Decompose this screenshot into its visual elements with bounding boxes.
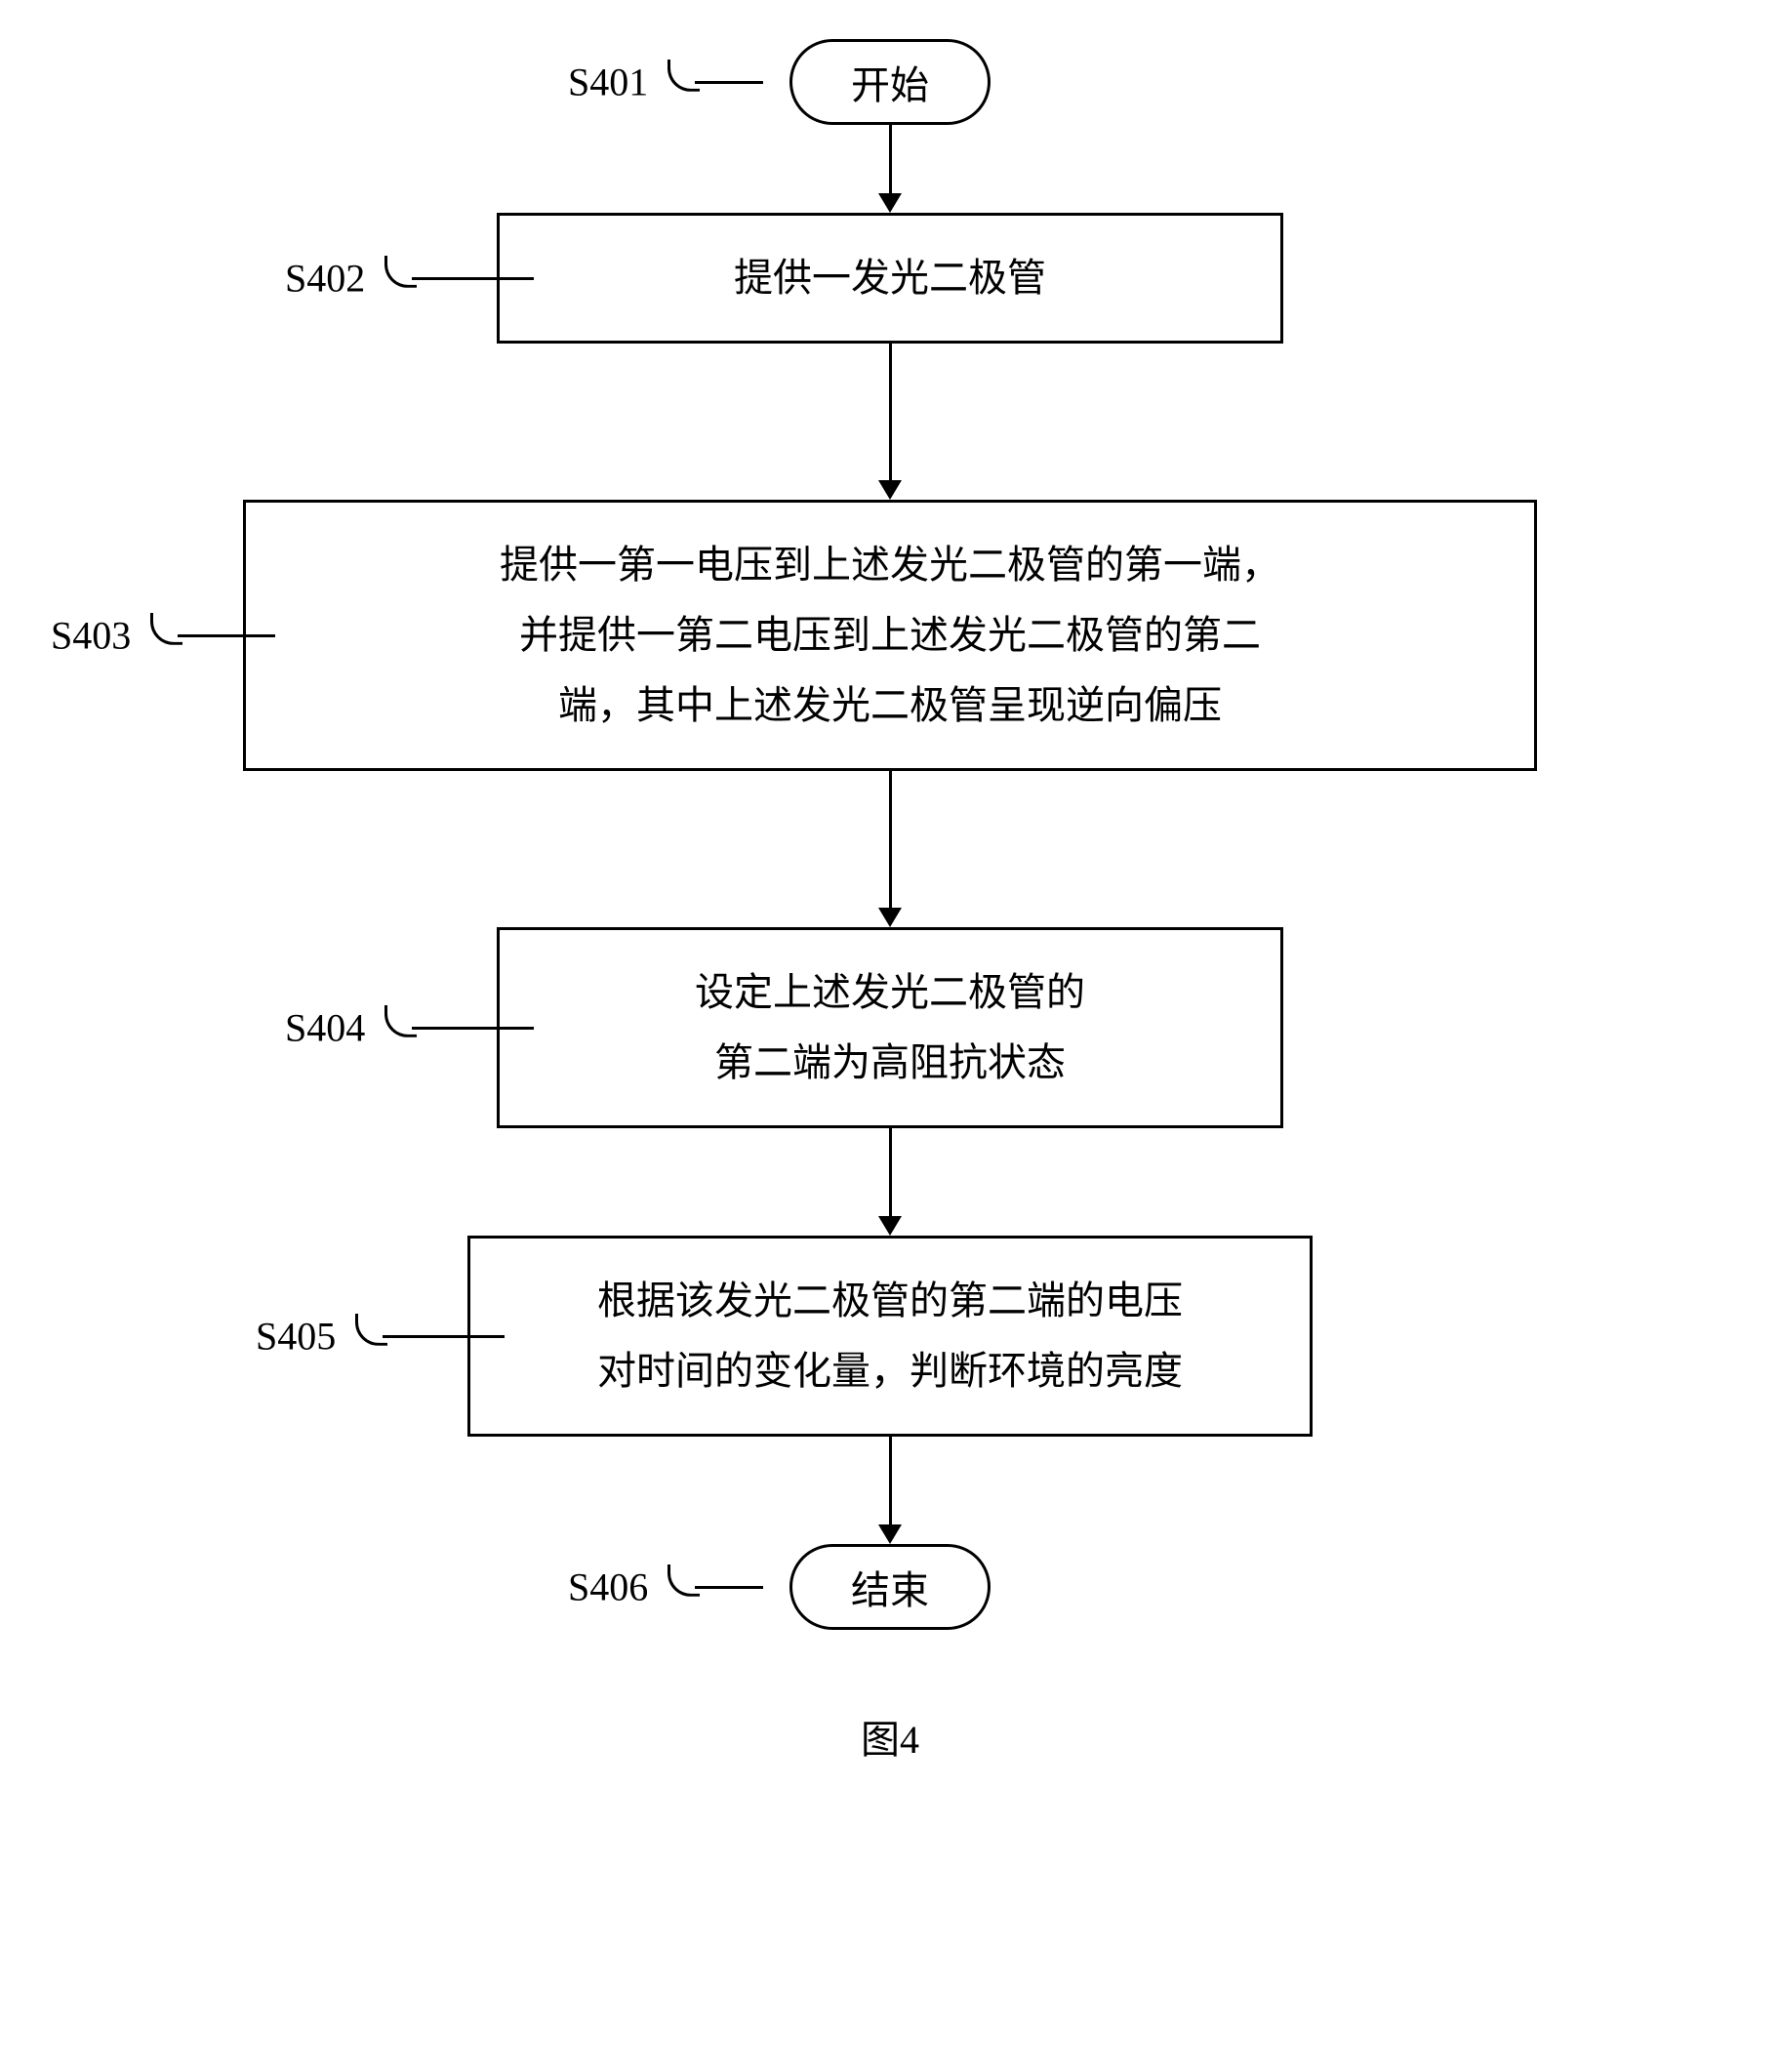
step-label: S401: [568, 60, 648, 105]
start-terminator: 开始: [789, 39, 991, 125]
flowchart-container: S401 开始 S402 提供一发光二极管 S403 提供一第一电压到上述发光二…: [61, 39, 1719, 1765]
leader-line: [695, 1586, 763, 1589]
arrow-head-icon: [878, 480, 902, 500]
step-label: S406: [568, 1564, 648, 1610]
flow-row: S401 开始: [61, 39, 1719, 125]
arrow-shaft: [889, 771, 892, 908]
flow-row: S403 提供一第一电压到上述发光二极管的第一端，并提供一第二电压到上述发光二极…: [61, 500, 1719, 771]
step-label: S402: [285, 256, 365, 302]
leader-hook: [150, 613, 182, 645]
arrow-shaft: [889, 125, 892, 193]
figure-caption: 图4: [861, 1708, 919, 1765]
arrow-head-icon: [878, 1524, 902, 1544]
arrow-shaft: [889, 344, 892, 480]
connector: [878, 771, 902, 927]
leader-line: [412, 1027, 534, 1030]
arrow-head-icon: [878, 908, 902, 927]
flow-row: S404 设定上述发光二极管的第二端为高阻抗状态: [61, 927, 1719, 1128]
leader-line: [695, 81, 763, 84]
leader-hook: [668, 1564, 700, 1597]
arrow-head-icon: [878, 193, 902, 213]
leader-line: [178, 634, 275, 637]
leader-hook: [384, 256, 417, 288]
process-box: 提供一第一电压到上述发光二极管的第一端，并提供一第二电压到上述发光二极管的第二端…: [243, 500, 1537, 771]
arrow-head-icon: [878, 1216, 902, 1236]
leader-line: [412, 277, 534, 280]
process-box: 提供一发光二极管: [497, 213, 1283, 344]
step-label: S403: [51, 613, 131, 659]
flow-row: S405 根据该发光二极管的第二端的电压对时间的变化量，判断环境的亮度: [61, 1236, 1719, 1437]
leader-line: [383, 1335, 505, 1338]
connector: [878, 1128, 902, 1236]
leader-hook: [355, 1314, 387, 1346]
process-box: 设定上述发光二极管的第二端为高阻抗状态: [497, 927, 1283, 1128]
leader-hook: [668, 60, 700, 92]
connector: [878, 1437, 902, 1544]
connector: [878, 125, 902, 213]
flow-row: S402 提供一发光二极管: [61, 213, 1719, 344]
end-terminator: 结束: [789, 1544, 991, 1630]
leader-hook: [384, 1005, 417, 1037]
step-label: S405: [256, 1314, 336, 1360]
arrow-shaft: [889, 1437, 892, 1524]
flow-row: S406 结束: [61, 1544, 1719, 1630]
arrow-shaft: [889, 1128, 892, 1216]
connector: [878, 344, 902, 500]
step-label: S404: [285, 1005, 365, 1051]
process-box: 根据该发光二极管的第二端的电压对时间的变化量，判断环境的亮度: [467, 1236, 1313, 1437]
